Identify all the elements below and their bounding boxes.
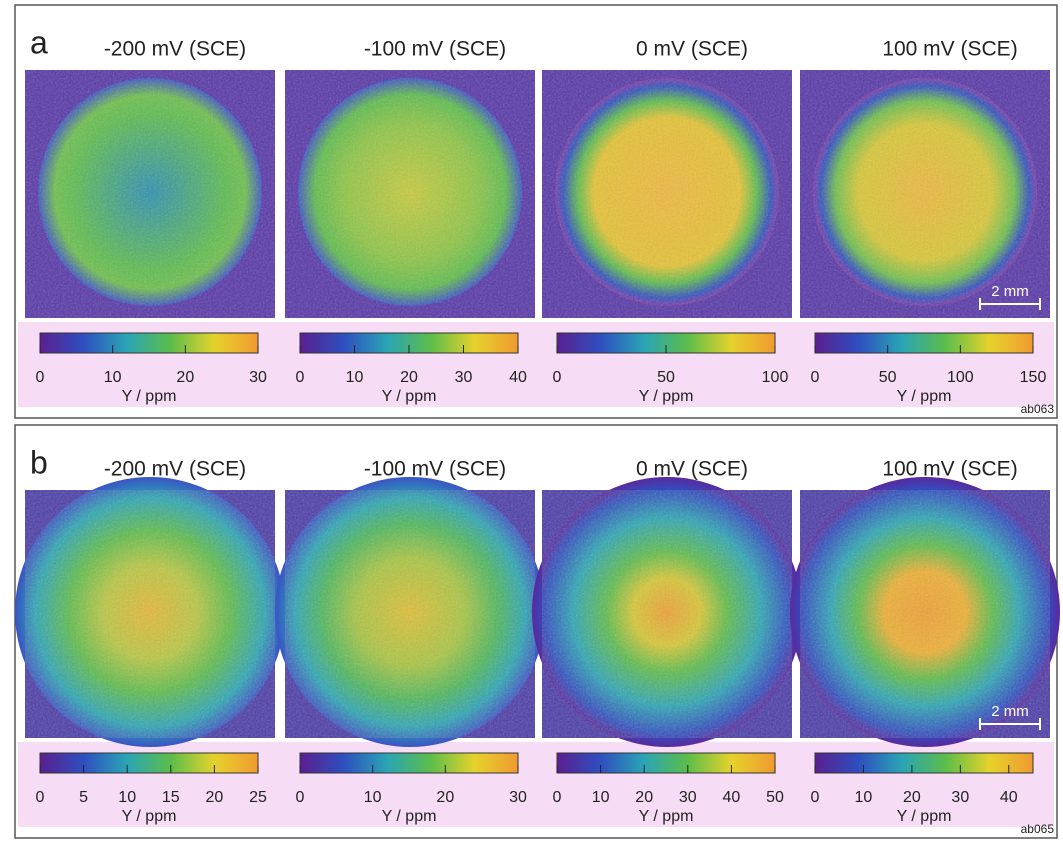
colorbar-tick-label: 0: [553, 369, 562, 386]
colorbar-tick-label: 0: [36, 369, 45, 386]
colorbar-tick-label: 10: [592, 789, 610, 806]
colorbar-tick-label: 50: [879, 369, 897, 386]
colorbar-tick-label: 20: [903, 789, 921, 806]
colorbar-tick-label: 20: [436, 789, 454, 806]
figure-code: ab063: [1021, 402, 1055, 416]
map-noise: [25, 490, 275, 738]
colorbar-tick-label: 25: [249, 789, 267, 806]
colorbar-tick-label: 0: [36, 789, 45, 806]
colorbar: [815, 333, 1033, 353]
figure-code: ab065: [1021, 822, 1055, 836]
colorbar-label: Y / ppm: [122, 808, 177, 825]
colorbar-tick-label: 10: [118, 789, 136, 806]
colorbar-tick-label: 40: [509, 369, 527, 386]
map-noise: [542, 490, 792, 738]
map-title: -100 mV (SCE): [364, 38, 506, 61]
colorbar-tick-label: 100: [762, 369, 789, 386]
colorbar-tick-label: 0: [811, 789, 820, 806]
map-title: 0 mV (SCE): [636, 38, 748, 61]
map-title: -100 mV (SCE): [364, 458, 506, 481]
colorbar-label: Y / ppm: [382, 808, 437, 825]
colorbar-tick-label: 10: [364, 789, 382, 806]
colorbar-tick-label: 15: [162, 789, 180, 806]
colorbar-tick-label: 40: [723, 789, 741, 806]
map-noise: [25, 70, 275, 318]
scale-bar-label: 2 mm: [991, 283, 1029, 300]
colorbar-tick-label: 30: [509, 789, 527, 806]
colorbar-tick-label: 10: [855, 789, 873, 806]
colorbar-tick-label: 0: [811, 369, 820, 386]
colorbar-tick-label: 10: [346, 369, 364, 386]
map-title: 100 mV (SCE): [882, 458, 1017, 481]
colorbar-label: Y / ppm: [639, 808, 694, 825]
map-title: -200 mV (SCE): [104, 38, 246, 61]
colorbar-tick-label: 20: [176, 369, 194, 386]
map-noise: [285, 490, 535, 738]
colorbar-label: Y / ppm: [639, 388, 694, 405]
colorbar-tick-label: 30: [951, 789, 969, 806]
colorbar-tick-label: 20: [635, 789, 653, 806]
colorbar: [40, 333, 258, 353]
colorbar-tick-label: 50: [657, 369, 675, 386]
colorbar-tick-label: 5: [79, 789, 88, 806]
colorbar: [815, 753, 1033, 773]
colorbar: [40, 753, 258, 773]
panel-letter: b: [30, 444, 48, 480]
colorbar-tick-label: 20: [400, 369, 418, 386]
map-title: 0 mV (SCE): [636, 458, 748, 481]
map-title: 100 mV (SCE): [882, 38, 1017, 61]
scale-bar-label: 2 mm: [991, 703, 1029, 720]
colorbar-label: Y / ppm: [382, 388, 437, 405]
colorbar-tick-label: 100: [947, 369, 974, 386]
colorbar-tick-label: 50: [766, 789, 784, 806]
colorbar-tick-label: 0: [296, 789, 305, 806]
colorbar-label: Y / ppm: [897, 808, 952, 825]
colorbar-tick-label: 20: [206, 789, 224, 806]
colorbar-tick-label: 0: [296, 369, 305, 386]
figure: a ab063 -200 mV (SCE) 0 10 20 30 Y / ppm -100 mV…: [0, 0, 1063, 855]
colorbar-tick-label: 150: [1020, 369, 1047, 386]
colorbar-tick-label: 30: [455, 369, 473, 386]
colorbar-tick-label: 0: [553, 789, 562, 806]
map-noise: [800, 490, 1050, 738]
colorbar-tick-label: 40: [1000, 789, 1018, 806]
map-noise: [285, 70, 535, 318]
colorbar-label: Y / ppm: [122, 388, 177, 405]
map-title: -200 mV (SCE): [104, 458, 246, 481]
colorbar-label: Y / ppm: [897, 388, 952, 405]
colorbar: [300, 753, 518, 773]
map-noise: [800, 70, 1050, 318]
colorbar-tick-label: 30: [679, 789, 697, 806]
colorbar: [557, 753, 775, 773]
panel-letter: a: [30, 24, 48, 60]
colorbar-tick-label: 30: [249, 369, 267, 386]
colorbar-tick-label: 10: [104, 369, 122, 386]
map-noise: [542, 70, 792, 318]
